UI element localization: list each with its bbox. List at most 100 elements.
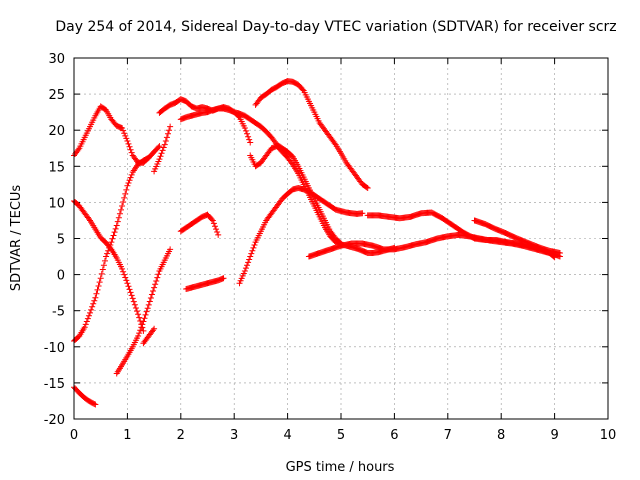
- data-point-fill: [127, 146, 134, 153]
- data-point-fill: [160, 144, 167, 151]
- y-tick-label: 10: [48, 196, 65, 211]
- data-point-fill: [128, 171, 135, 178]
- data-point-fill: [105, 247, 112, 254]
- data-point-fill: [146, 298, 153, 305]
- data-point-fill: [127, 289, 134, 296]
- x-tick-label: 6: [390, 428, 398, 443]
- series-arc7: [156, 96, 254, 146]
- data-point-fill: [123, 135, 130, 142]
- data-point-fill: [107, 241, 114, 248]
- series-arc11: [236, 184, 366, 287]
- data-point-fill: [166, 127, 173, 134]
- data-point: [92, 294, 99, 301]
- data-point-fill: [88, 306, 95, 313]
- data-point-fill: [122, 274, 129, 281]
- data-point-fill: [142, 311, 149, 318]
- data-point-fill: [121, 271, 128, 278]
- data-point-fill: [130, 298, 137, 305]
- x-tick-label: 0: [70, 428, 78, 443]
- y-tick-label: -15: [44, 377, 65, 392]
- data-point-fill: [249, 247, 256, 254]
- data-point: [124, 182, 131, 189]
- data-point-fill: [158, 150, 165, 157]
- data-point: [124, 280, 131, 287]
- data-point-fill: [245, 133, 252, 140]
- data-point-fill: [248, 250, 255, 257]
- data-point: [140, 318, 147, 325]
- series-arc1: [71, 103, 152, 166]
- y-axis-label: SDTVAR / TECUs: [9, 185, 24, 292]
- data-point-fill: [111, 229, 118, 236]
- data-point: [156, 156, 163, 163]
- data-point-fill: [147, 294, 154, 301]
- data-point: [151, 325, 158, 332]
- data-point: [156, 143, 163, 150]
- series-arc3: [71, 384, 99, 408]
- data-point-fill: [162, 138, 169, 145]
- data-point-fill: [123, 186, 130, 193]
- data-point-fill: [126, 143, 133, 150]
- data-point: [151, 284, 158, 291]
- data-point: [113, 222, 120, 229]
- data-point-fill: [91, 297, 98, 304]
- data-point: [103, 253, 110, 260]
- data-point-fill: [210, 220, 217, 227]
- y-tick-label: 15: [48, 160, 65, 175]
- data-point-fill: [242, 265, 249, 272]
- series-arc9: [177, 211, 222, 238]
- data-point: [247, 253, 254, 260]
- data-point-fill: [94, 286, 101, 293]
- data-point: [145, 301, 152, 308]
- x-tick-label: 4: [283, 428, 291, 443]
- data-point-fill: [141, 315, 148, 322]
- data-point: [167, 246, 174, 253]
- data-point-fill: [121, 194, 128, 201]
- data-point: [364, 184, 371, 191]
- data-point-fill: [106, 244, 113, 251]
- data-point-fill: [116, 210, 123, 217]
- data-point-fill: [246, 136, 253, 143]
- x-tick-label: 5: [337, 428, 345, 443]
- data-point-fill: [211, 223, 218, 230]
- data-point-fill: [242, 127, 249, 134]
- data-point-fill: [154, 274, 161, 281]
- data-point-fill: [98, 270, 105, 277]
- data-point-fill: [117, 206, 124, 213]
- series-arc5: [113, 246, 174, 377]
- data-point: [119, 265, 126, 272]
- data-point-fill: [120, 198, 127, 205]
- data-point: [108, 239, 115, 246]
- data-point-fill: [214, 229, 221, 236]
- data-point-fill: [110, 232, 117, 239]
- series-arc12: [252, 78, 371, 191]
- data-point: [551, 254, 558, 261]
- data-point-fill: [123, 277, 130, 284]
- data-point: [119, 125, 126, 132]
- data-point-fill: [139, 321, 146, 328]
- data-point-fill: [96, 279, 103, 286]
- data-point: [129, 295, 136, 302]
- data-point-fill: [90, 300, 97, 307]
- data-point-fill: [89, 303, 96, 310]
- data-point-fill: [85, 312, 92, 319]
- data-point-fill: [128, 292, 135, 299]
- data-point-fill: [127, 174, 134, 181]
- data-point: [241, 267, 248, 274]
- data-point-fill: [101, 257, 108, 264]
- data-point-fill: [91, 400, 98, 407]
- data-point-fill: [213, 226, 220, 233]
- grid-lines: [74, 58, 608, 419]
- y-tick-label: -5: [52, 305, 65, 320]
- y-tick-label: 5: [57, 233, 65, 248]
- data-point-fill: [164, 130, 171, 137]
- data-point-fill: [115, 214, 122, 221]
- data-point-fill: [100, 262, 107, 269]
- y-tick-label: 20: [48, 124, 65, 139]
- series-arc6: [140, 325, 158, 347]
- series-arc17: [151, 123, 174, 175]
- data-point-fill: [150, 327, 157, 334]
- data-point-fill: [144, 305, 151, 312]
- x-tick-label: 7: [444, 428, 452, 443]
- data-point-fill: [120, 127, 127, 134]
